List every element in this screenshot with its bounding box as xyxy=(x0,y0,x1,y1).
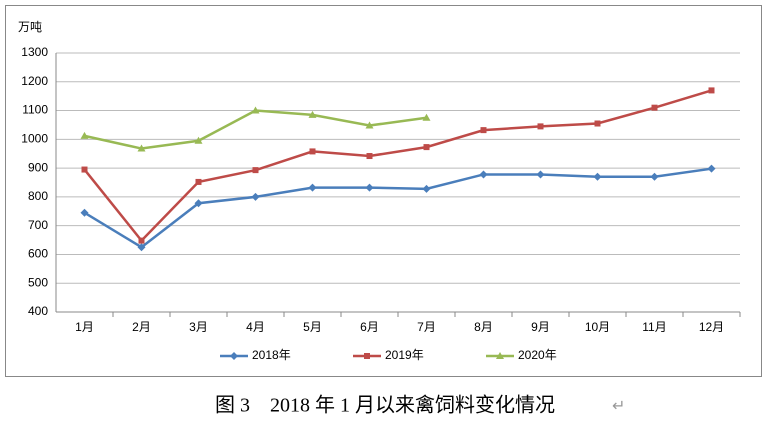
x-tick-label: 1月 xyxy=(75,320,94,334)
marker xyxy=(479,170,488,179)
y-tick-label: 1300 xyxy=(21,45,48,59)
marker xyxy=(80,131,89,139)
marker xyxy=(650,172,659,181)
marker xyxy=(707,164,716,173)
marker xyxy=(593,172,602,181)
marker xyxy=(537,123,544,130)
paragraph-mark: ↵ xyxy=(612,398,625,415)
x-tick-label: 4月 xyxy=(246,320,265,334)
x-tick-label: 2月 xyxy=(132,320,151,334)
marker xyxy=(365,183,374,192)
marker xyxy=(496,352,504,359)
x-tick-label: 12月 xyxy=(699,320,724,334)
series-line xyxy=(83,89,712,243)
marker xyxy=(308,110,317,118)
x-tick-label: 7月 xyxy=(417,320,436,334)
y-tick-label: 400 xyxy=(28,304,48,318)
marker xyxy=(366,153,373,160)
x-tick-label: 11月 xyxy=(642,320,666,334)
marker xyxy=(138,237,145,244)
caption: 图 3 2018 年 1 月以来禽饲料变化情况 xyxy=(215,394,555,417)
marker xyxy=(194,199,203,208)
marker xyxy=(251,106,260,114)
x-tick-label: 10月 xyxy=(585,320,610,334)
marker xyxy=(422,184,431,193)
y-tick-label: 900 xyxy=(28,160,48,174)
marker xyxy=(536,170,545,179)
marker xyxy=(365,121,374,129)
y-tick-label: 800 xyxy=(28,189,48,203)
marker xyxy=(364,353,370,359)
x-tick-label: 3月 xyxy=(189,320,208,334)
chart-frame xyxy=(5,5,762,377)
series-line xyxy=(83,167,712,249)
x-tick-label: 8月 xyxy=(474,320,493,334)
marker xyxy=(308,183,317,192)
y-tick-label: 700 xyxy=(28,218,48,232)
marker xyxy=(230,352,238,360)
y-tick-label: 600 xyxy=(28,247,48,261)
y-tick-label: 1000 xyxy=(21,132,48,146)
marker xyxy=(708,87,715,94)
marker xyxy=(81,166,88,173)
y-tick-label: 1100 xyxy=(22,103,48,117)
y-axis-unit: 万吨 xyxy=(18,20,42,34)
marker xyxy=(195,178,202,185)
legend-label: 2019年 xyxy=(385,348,424,362)
marker xyxy=(137,144,146,152)
marker xyxy=(651,104,658,111)
y-tick-label: 1200 xyxy=(21,74,48,88)
y-tick-label: 500 xyxy=(28,275,48,289)
x-tick-label: 6月 xyxy=(360,320,379,334)
x-tick-label: 9月 xyxy=(531,320,550,334)
marker xyxy=(423,144,430,151)
marker xyxy=(80,208,89,217)
marker xyxy=(422,113,431,121)
marker xyxy=(480,127,487,134)
marker xyxy=(194,136,203,144)
legend-label: 2020年 xyxy=(518,348,557,362)
marker xyxy=(252,167,259,174)
x-tick-label: 5月 xyxy=(303,320,322,334)
marker xyxy=(594,120,601,127)
legend-label: 2018年 xyxy=(252,348,291,362)
marker xyxy=(251,192,260,201)
marker xyxy=(309,148,316,155)
marker xyxy=(137,243,146,252)
